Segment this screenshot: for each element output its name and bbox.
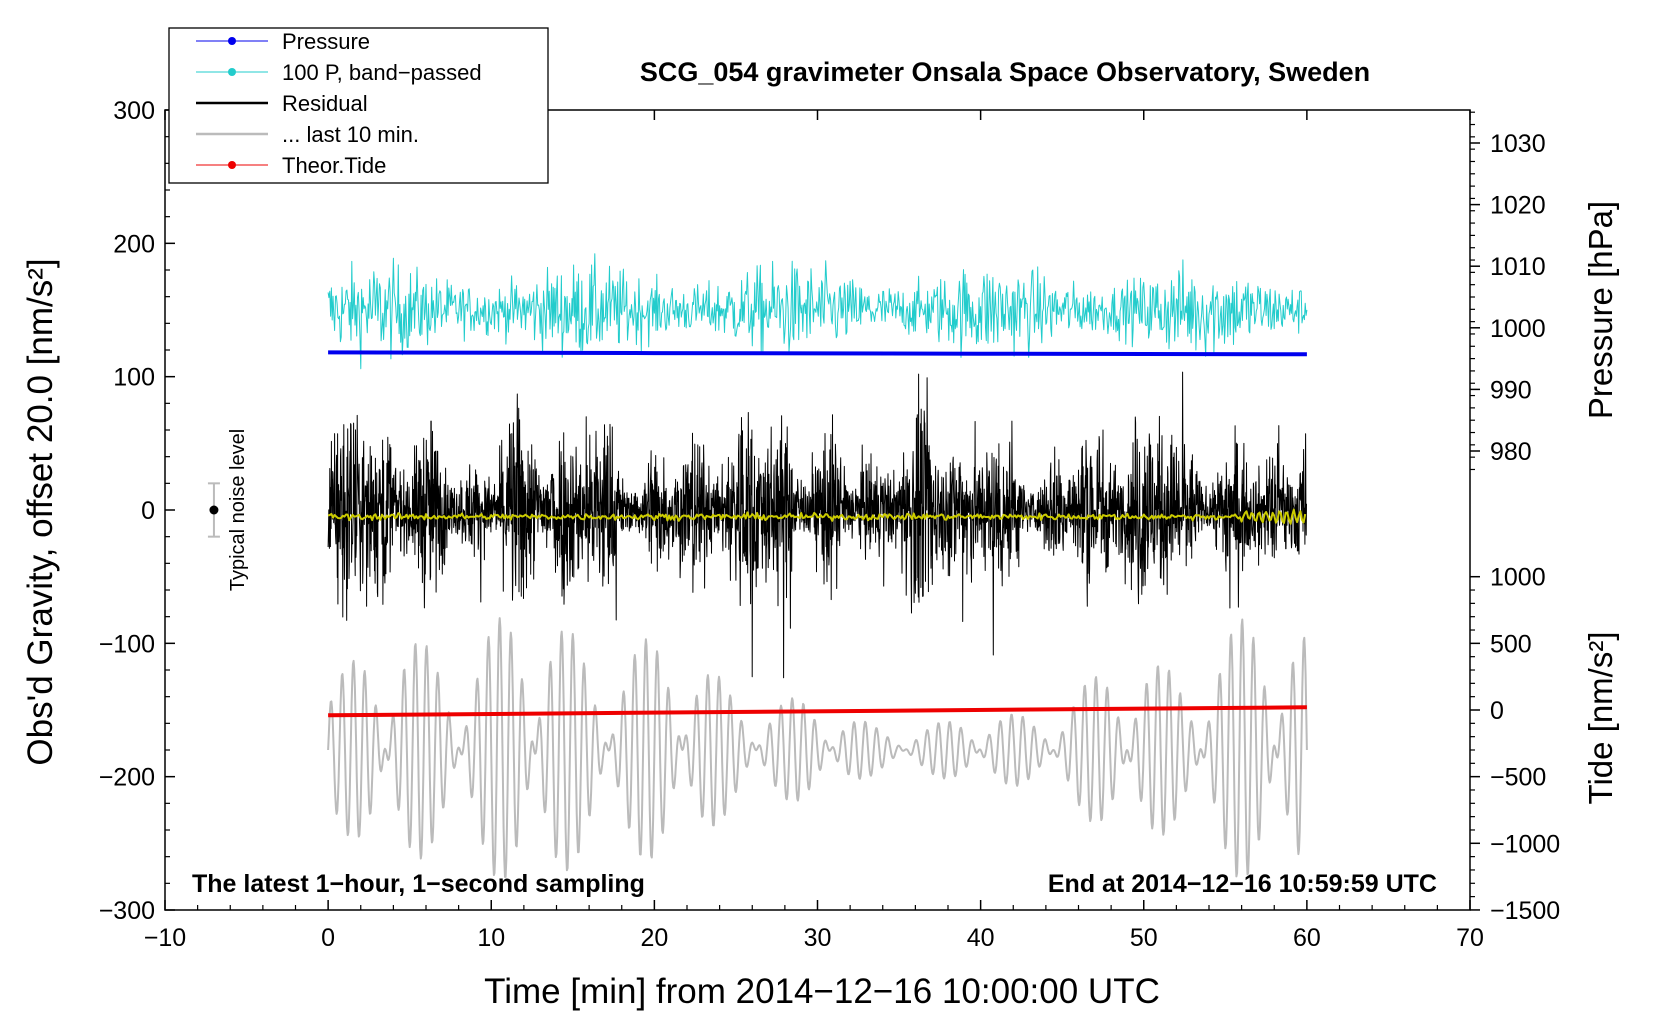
- x-axis-label: Time [min] from 2014−12−16 10:00:00 UTC: [484, 972, 1160, 1011]
- tide-tick-label: −1500: [1490, 897, 1560, 925]
- tide-tick-label: 500: [1490, 630, 1532, 658]
- x-tick-label: 70: [1456, 924, 1484, 952]
- series-residual-smoothed: [327, 508, 1307, 525]
- legend-label: ... last 10 min.: [282, 122, 419, 147]
- noise-level-label: Typical noise level: [227, 429, 249, 591]
- tide-tick-label: −1000: [1490, 830, 1560, 858]
- y-tick-label: 0: [141, 497, 155, 525]
- y-tick-label: −300: [99, 897, 155, 925]
- x-tick-label: 50: [1130, 924, 1158, 952]
- legend-label: Residual: [282, 91, 368, 116]
- series-band-passed-pressure: [327, 253, 1308, 370]
- y-tick-label: 200: [113, 230, 155, 258]
- series-pressure: [328, 350, 1307, 357]
- pressure-tick-label: 1000: [1490, 315, 1546, 343]
- y-axis-label-pressure: Pressure [hPa]: [1582, 201, 1619, 419]
- y-tick-label: −200: [99, 764, 155, 792]
- series-theoretical-tide: [328, 705, 1307, 718]
- pressure-tick-label: 1030: [1490, 130, 1546, 158]
- x-tick-label: 20: [640, 924, 668, 952]
- legend-marker: [228, 37, 236, 45]
- y-axis-label-tide: Tide [nm/s²]: [1582, 632, 1619, 805]
- x-tick-label: 60: [1293, 924, 1321, 952]
- chart-title: SCG_054 gravimeter Onsala Space Observat…: [640, 57, 1370, 87]
- series-residual: [327, 371, 1307, 679]
- data-series-layer: [207, 253, 1308, 878]
- axes-layer: −10 0 10 20 30 40 50 60 703002001000−100−200−300…: [99, 97, 1561, 952]
- pressure-tick-label: 1010: [1490, 253, 1546, 281]
- legend-label: Pressure: [282, 29, 370, 54]
- legend-label: Theor.Tide: [282, 153, 386, 178]
- tide-tick-label: 1000: [1490, 564, 1546, 592]
- legend-marker: [228, 161, 236, 169]
- x-tick-label: −10: [144, 924, 186, 952]
- x-tick-label: 30: [804, 924, 832, 952]
- pressure-tick-label: 980: [1490, 438, 1532, 466]
- annotation-sampling: The latest 1−hour, 1−second sampling: [192, 870, 645, 898]
- legend: Pressure 100 P, band−passed Residual ... la…: [168, 27, 549, 184]
- noise-bar-point: [209, 505, 219, 515]
- legend-label: 100 P, band−passed: [282, 60, 482, 85]
- y-axis-label-left: Obs'd Gravity, offset 20.0 [nm/s²]: [21, 258, 60, 765]
- pressure-tick-label: 1020: [1490, 192, 1546, 220]
- legend-box: [168, 27, 549, 184]
- legend-marker: [228, 68, 236, 76]
- y-tick-label: 300: [113, 97, 155, 125]
- annotation-end-time: End at 2014−12−16 10:59:59 UTC: [1048, 870, 1437, 898]
- pressure-tick-label: 990: [1490, 376, 1532, 404]
- tide-tick-label: 0: [1490, 697, 1504, 725]
- series-last-10-min: [327, 617, 1308, 878]
- x-tick-label: 40: [967, 924, 995, 952]
- y-tick-label: −100: [99, 630, 155, 658]
- tide-tick-label: −500: [1490, 764, 1546, 792]
- x-tick-label: 10: [477, 924, 505, 952]
- y-tick-label: 100: [113, 364, 155, 392]
- x-tick-label: 0: [321, 924, 335, 952]
